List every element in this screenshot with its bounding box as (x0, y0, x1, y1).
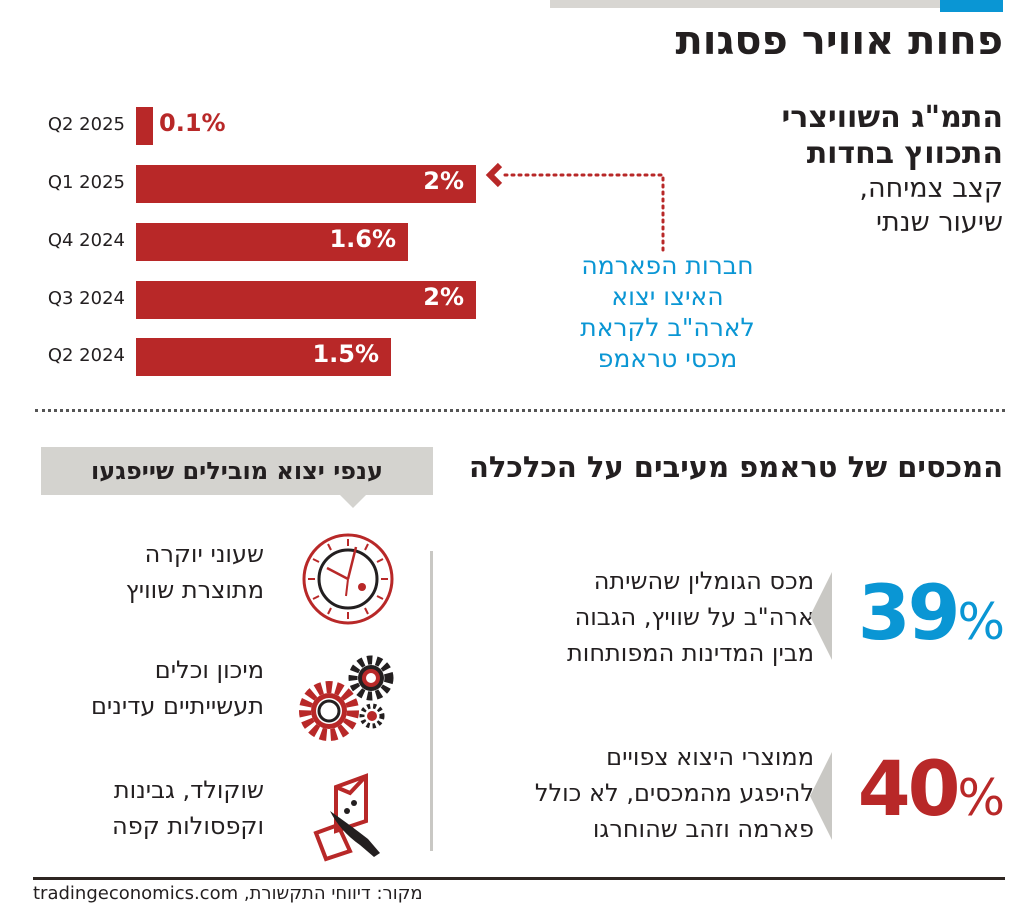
annotation-line: האיצו יצוא (611, 282, 724, 311)
sectors-heading-pointer (340, 495, 366, 508)
sector-item: שעוני יוקרה מתוצרת שוויץ (126, 536, 264, 608)
sector-line: מתוצרת שוויץ (125, 576, 264, 604)
data-label: 2% (423, 167, 464, 195)
column-divider (430, 551, 433, 851)
arrowhead-icon (485, 162, 503, 188)
stat-line: ארה"ב על שוויץ, הגבוה (574, 603, 814, 631)
annotation-line: חברות הפארמה (581, 251, 754, 280)
gears-icon (299, 655, 394, 741)
sector-line: וקפסולות קפה (112, 812, 264, 840)
subtitle-line: התכווץ בחדות (806, 136, 1003, 171)
data-label: 1.5% (312, 340, 379, 368)
category-label: Q3 2024 (47, 288, 125, 309)
section-heading: המכסים של טראמפ מעיבים על הכלכלה (468, 450, 1003, 484)
top-accent-block (940, 0, 1003, 12)
stat-line: פארמה וזהב שהוחרגו (592, 815, 814, 843)
stat-description: ממוצרי היצוא צפויים להיפגע מהמכסים, לא כ… (535, 739, 814, 847)
clock-icon (302, 533, 394, 625)
bar (136, 338, 391, 376)
category-label: Q2 2025 (47, 114, 125, 135)
stat-description: מכס הגומלין שהשיתה ארה"ב על שוויץ, הגבוה… (567, 563, 814, 671)
bar (136, 223, 408, 261)
subtitle-line: התמ"ג השוויצרי (781, 100, 1003, 135)
bar (136, 281, 476, 319)
stat-value-40: 40% (857, 744, 1005, 833)
stat-value-39: 39% (857, 568, 1005, 657)
chart-annotation: חברות הפארמה האיצו יצוא לארה"ב לקראת מכס… (545, 250, 790, 374)
data-label: 0.1% (159, 109, 226, 137)
stat-number: 39 (857, 568, 961, 657)
stat-line: מבין המדינות המפותחות (567, 639, 814, 667)
sector-item: שוקולד, גבינות וקפסולות קפה (112, 772, 264, 844)
stat-unit: % (957, 769, 1004, 827)
annotation-arrow (485, 162, 665, 252)
data-label: 1.6% (329, 225, 396, 253)
stat-unit: % (957, 593, 1004, 651)
annotation-line: מכסי טראמפ (597, 344, 738, 373)
sector-line: מיכון וכלים (154, 656, 264, 684)
sector-item: מיכון וכלים תעשייתיים עדינים (91, 652, 264, 724)
stat-number: 40 (857, 744, 961, 833)
subtitle-line: שיעור שנתי (876, 207, 1003, 238)
chevron-left-icon (810, 752, 832, 840)
sector-line: שוקולד, גבינות (113, 776, 264, 804)
sectors-heading: ענפי יצוא מובילים שייפגעו (91, 457, 383, 485)
page-title: פחות אוויר פסגות (675, 18, 1003, 64)
section-divider (35, 409, 1005, 412)
category-label: Q4 2024 (47, 230, 125, 251)
sectors-heading-box: ענפי יצוא מובילים שייפגעו (41, 447, 433, 495)
category-label: Q2 2024 (47, 345, 125, 366)
subtitle-line: קצב צמיחה, (859, 173, 1003, 204)
stat-line: ממוצרי היצוא צפויים (606, 743, 814, 771)
stat-line: מכס הגומלין שהשיתה (593, 567, 814, 595)
cheese-knife-icon (313, 773, 380, 862)
category-label: Q1 2025 (47, 172, 125, 193)
sector-line: תעשייתיים עדינים (91, 692, 264, 720)
stat-line: להיפגע מהמכסים, לא כולל (534, 779, 814, 807)
data-label: 2% (423, 283, 464, 311)
top-strip (550, 0, 940, 8)
footer-rule (33, 877, 1005, 880)
chart-subtitle: התמ"ג השוויצרי התכווץ בחדות קצב צמיחה, ש… (743, 100, 1003, 240)
annotation-leader-line (500, 173, 665, 252)
source-credit: מקור: דיווחי התקשורת, tradingeconomics.c… (33, 883, 423, 904)
chevron-left-icon (810, 572, 832, 660)
sector-line: שעוני יוקרה (144, 540, 264, 568)
annotation-line: לארה"ב לקראת (580, 313, 755, 342)
bar (136, 165, 476, 203)
bar (136, 107, 153, 145)
